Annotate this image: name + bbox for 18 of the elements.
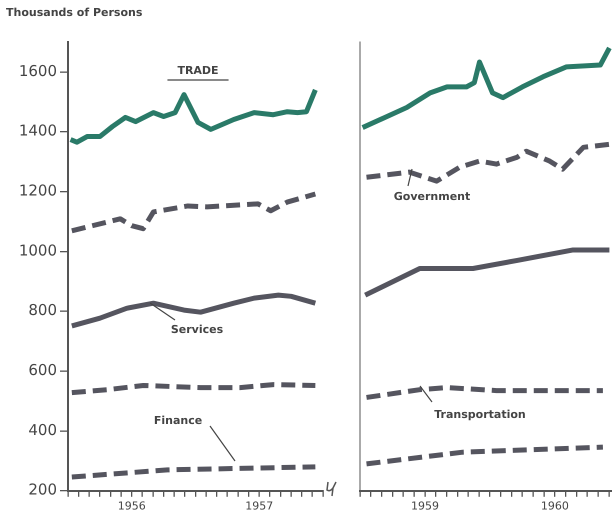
series-label: Government [394, 190, 470, 203]
x-tick-label: 1959 [410, 499, 439, 512]
x-tick-label: 1957 [245, 499, 274, 512]
y-tick-label: 800 [28, 301, 57, 320]
y-tick-label: 600 [28, 361, 57, 380]
y-tick-label: 1600 [18, 62, 57, 80]
series-label: Transportation [434, 408, 526, 421]
series-label: TRADE [177, 64, 219, 77]
y-tick-label: 400 [28, 420, 57, 439]
y-tick-label: 1400 [18, 122, 57, 140]
y-axis-title: Thousands of Persons [6, 6, 142, 19]
x-tick-label: 1960 [540, 499, 569, 512]
y-tick-label: 1200 [18, 181, 57, 200]
series-label: Services [170, 322, 224, 336]
text: Finance [154, 414, 202, 427]
y-tick-label: 200 [28, 480, 57, 499]
x-tick-label: 1956 [118, 499, 146, 512]
y-tick-label: 1000 [18, 241, 57, 260]
